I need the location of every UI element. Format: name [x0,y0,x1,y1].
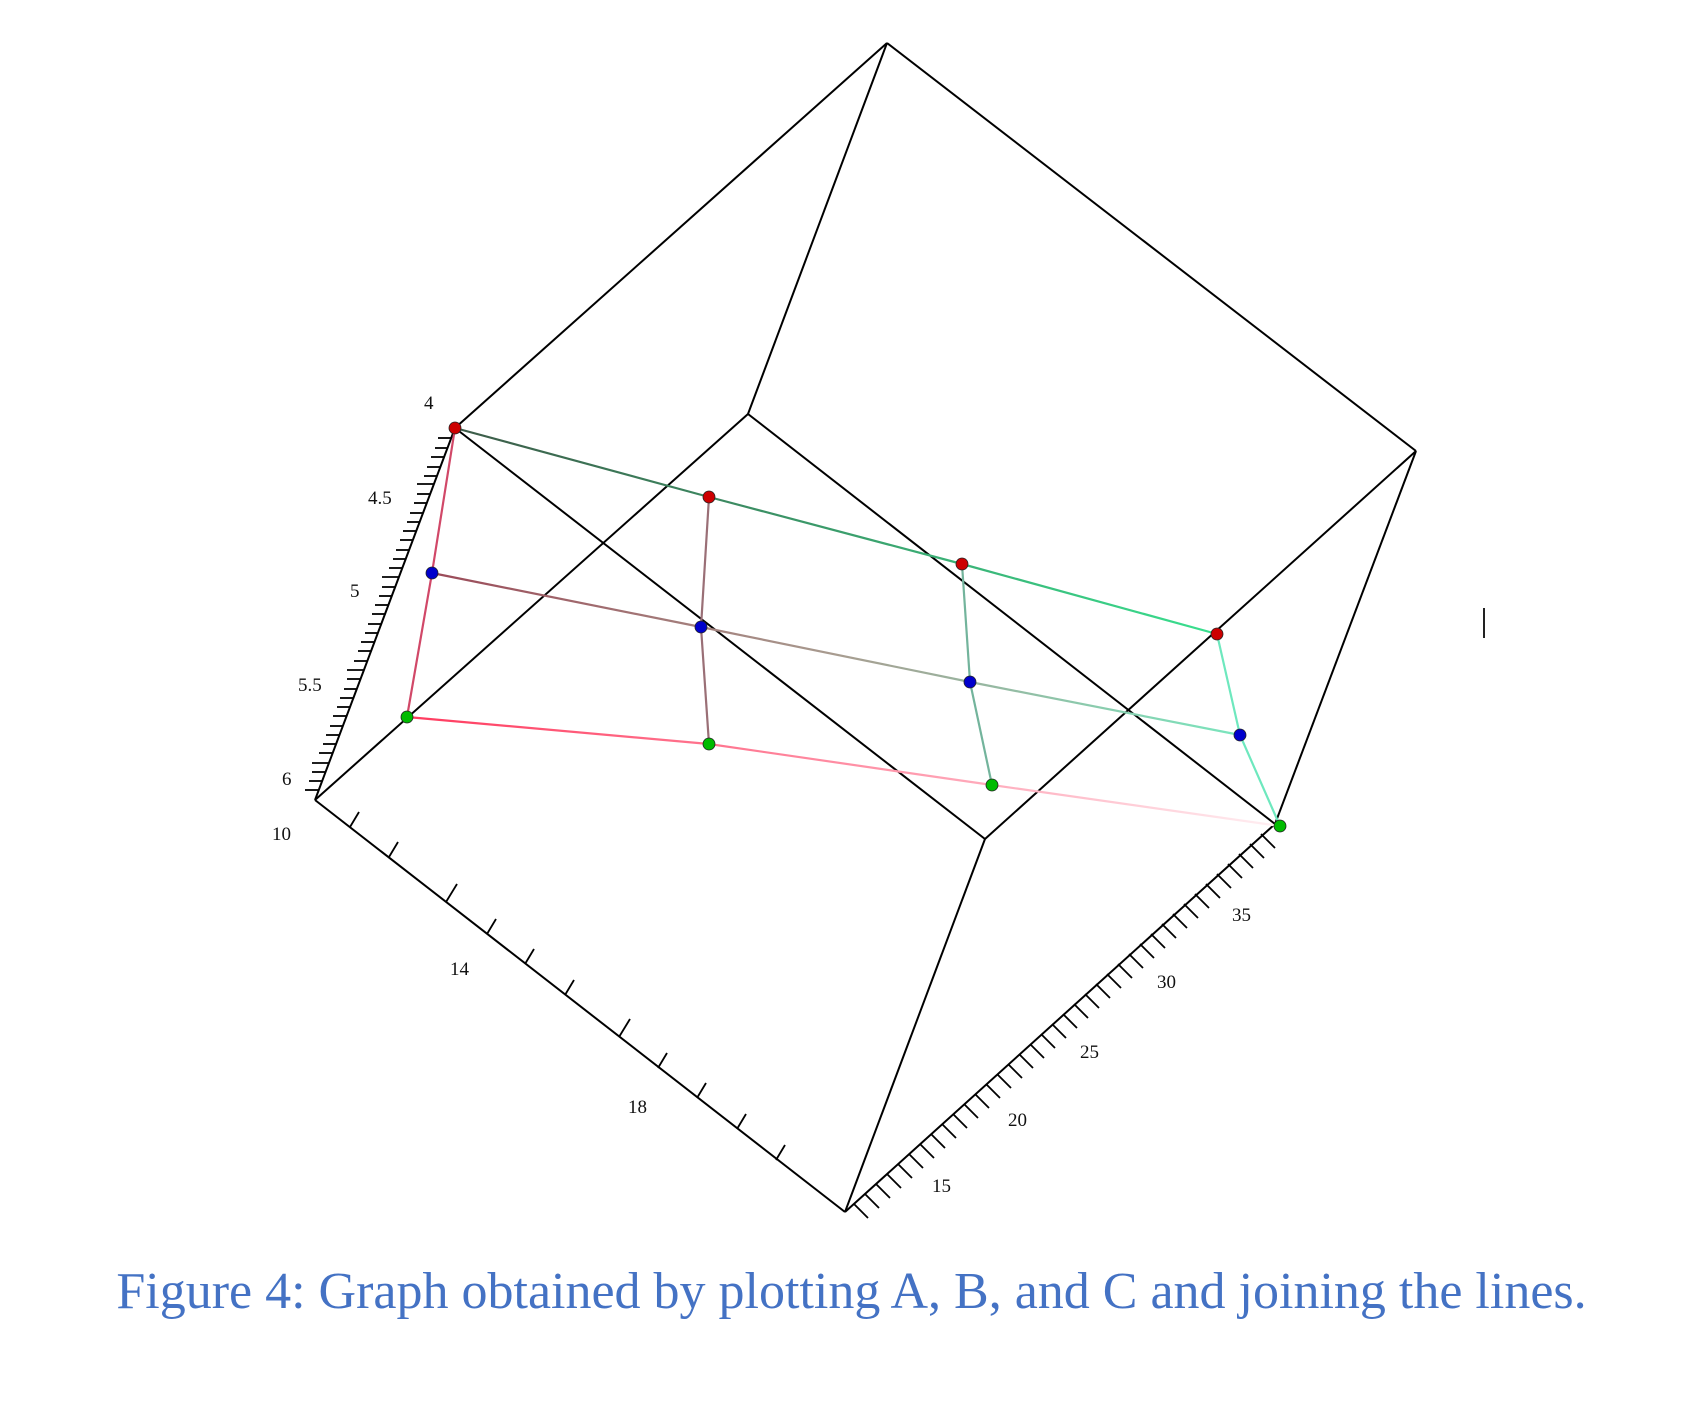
box-edge [1274,450,1417,825]
data-point [963,675,977,689]
box-edge [747,42,888,415]
y-tick-label: 35 [1232,905,1251,926]
z-tick-label: 5.5 [298,675,322,696]
x-tick-label: 18 [628,1097,647,1118]
data-point [1233,728,1247,742]
data-points [400,421,1287,833]
box-edge [886,42,1417,452]
line-top [454,426,1218,636]
z-tick-label: 4 [424,393,434,414]
data-point [1210,627,1224,641]
x-axis-ticks [349,811,786,1161]
box-edge [844,838,986,1213]
z-tick-label: 6 [282,769,292,790]
plot-3d: 4 4.5 5 5.5 6 10 14 18 15 20 25 30 35 [272,42,1417,1219]
y-axis-ticks [853,833,1276,1219]
data-point [694,620,708,634]
data-point [400,710,414,724]
connector-lines [405,426,1282,828]
y-axis-labels: 15 20 25 30 35 [932,905,1251,1197]
line-bottom [406,715,1281,828]
box-edge [454,42,888,429]
column-line-3 [960,563,994,786]
y-tick-label: 30 [1157,972,1176,993]
y-tick-label: 25 [1080,1042,1099,1063]
data-point [985,778,999,792]
data-point [702,490,716,504]
z-axis-ticks [305,437,451,791]
x-axis-labels: 10 14 18 [272,824,647,1118]
axis-ticks [305,437,1276,1219]
data-point [448,421,462,435]
text-cursor [1483,608,1485,638]
data-point [702,737,716,751]
x-tick-label: 10 [272,824,291,845]
data-point [1273,819,1287,833]
box-edge [844,823,1276,1213]
y-tick-label: 20 [1008,1110,1027,1131]
box-edge [314,799,846,1213]
figure-caption: Figure 4: Graph obtained by plotting A, … [116,1263,1587,1320]
line-middle [431,571,1241,737]
z-tick-label: 5 [350,581,360,602]
x-tick-label: 14 [450,959,470,980]
column-line-4 [1215,633,1282,827]
box-edge [984,450,1417,840]
data-point [425,566,439,580]
y-tick-label: 15 [932,1176,951,1197]
plot-box [314,42,1417,1213]
z-tick-label: 4.5 [368,488,392,509]
box-edge [747,413,1276,825]
data-point [955,557,969,571]
column-line-2 [699,496,711,745]
z-axis-labels: 4 4.5 5 5.5 6 [282,393,434,790]
box-edge [314,413,749,801]
box-edge [454,427,986,840]
